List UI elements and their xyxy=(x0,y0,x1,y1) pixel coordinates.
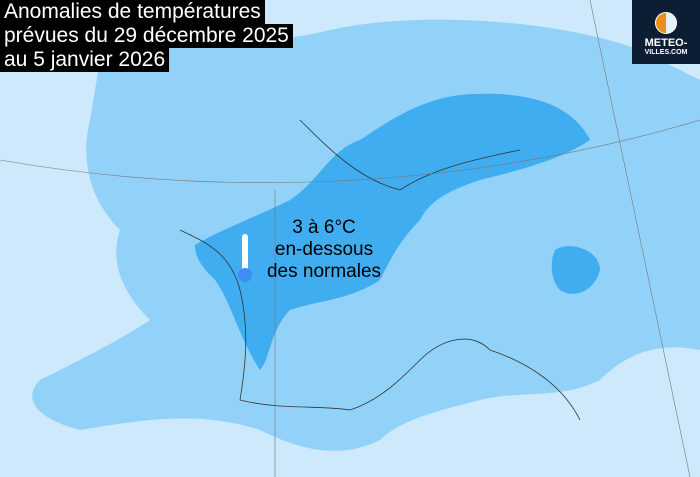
coastline xyxy=(179,119,581,421)
sun-moon-icon xyxy=(655,12,677,34)
logo-text: METEO- xyxy=(644,37,688,49)
title-line: au 5 janvier 2026 xyxy=(0,48,170,72)
annotation-line: des normales xyxy=(266,261,382,282)
title-line: prévues du 29 décembre 2025 xyxy=(0,24,293,48)
strong-anomaly-zone-italy xyxy=(551,246,600,294)
thermometer-icon xyxy=(238,234,252,284)
title-line: Anomalies de températures xyxy=(0,0,265,24)
logo-subtext: VILLES.COM xyxy=(644,49,688,56)
annotation-line: 3 à 6°C xyxy=(292,217,356,238)
map-title: Anomalies de températures prévues du 29 … xyxy=(0,0,293,72)
strong-anomaly-zone xyxy=(195,93,590,370)
anomaly-annotation: 3 à 6°C en-dessous des normales xyxy=(254,217,394,283)
annotation-line: en-dessous xyxy=(274,239,374,260)
meteo-villes-logo: METEO- VILLES.COM xyxy=(632,0,700,64)
